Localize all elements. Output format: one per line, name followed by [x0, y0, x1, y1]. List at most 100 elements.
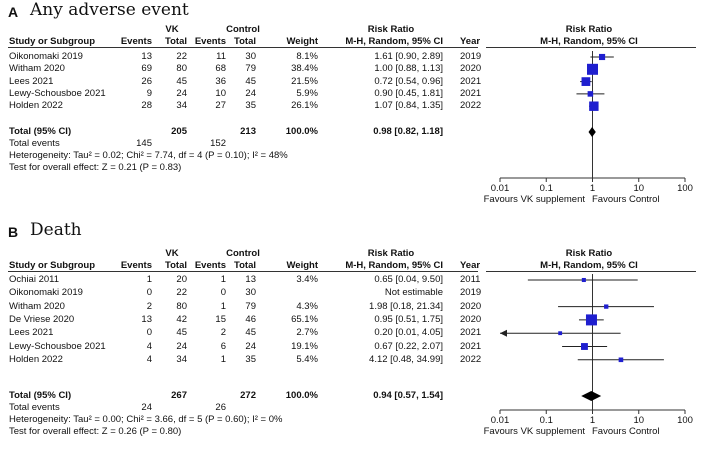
x-tick-label: 10: [633, 415, 645, 426]
pooled-risk-ratio: 0.94 [0.57, 1.54]: [373, 390, 443, 401]
total1-column-header: Total: [165, 36, 187, 47]
vk-events: 4: [146, 340, 152, 352]
panel-title: Death: [30, 220, 82, 240]
study-risk-ratio: 0.67 [0.22, 2.07]: [374, 340, 443, 352]
effect-group-header: Risk Ratio: [367, 248, 415, 259]
study-year: 2019: [460, 51, 482, 62]
vk-events: 28: [141, 100, 152, 112]
study-name: De Vriese 2020: [9, 313, 75, 325]
study-weight: 2.7%: [296, 327, 318, 339]
vk-total: 45: [176, 75, 187, 87]
plot-group-header: Risk Ratio: [565, 24, 613, 35]
x-tick-label: 0.01: [490, 415, 510, 426]
control-events: 6: [220, 340, 226, 352]
study-risk-ratio: 4.12 [0.48, 34.99]: [369, 353, 443, 365]
x-tick-label: 10: [633, 183, 645, 194]
x-tick-label: 0.1: [539, 183, 553, 194]
study-square: [581, 77, 591, 86]
vk-total: 24: [176, 87, 187, 99]
vk-total: 22: [176, 51, 187, 62]
heterogeneity-text: Heterogeneity: Tau² = 0.00; Chi² = 3.66,…: [9, 414, 283, 425]
study-name: Oikonomaki 2019: [9, 287, 83, 299]
control-total: 24: [245, 87, 256, 99]
plot-method-header: M-H, Random, 95% CI: [540, 36, 638, 47]
study-square: [587, 63, 598, 75]
study-name: Lees 2021: [9, 327, 54, 339]
control-total: 30: [245, 287, 256, 299]
table-header-rule: [8, 47, 478, 48]
vk-total: 34: [176, 353, 187, 365]
group2-header: Control: [226, 24, 260, 35]
vk-events: 2: [146, 300, 152, 312]
study-risk-ratio: 0.65 [0.04, 9.50]: [374, 274, 443, 285]
control-events: 0: [220, 287, 226, 299]
study-weight: 21.5%: [291, 75, 318, 87]
ci-arrow: [500, 329, 507, 337]
study-risk-ratio: Not estimable: [384, 287, 443, 299]
table-header-rule: [8, 271, 478, 272]
study-risk-ratio: 1.98 [0.18, 21.34]: [369, 300, 443, 312]
forest-panel-death: B Death VK Control Risk Ratio Risk Ratio Stu…: [0, 220, 708, 458]
study-square: [604, 304, 609, 309]
study-year: 2020: [460, 300, 482, 312]
control-events: 2: [220, 327, 226, 339]
events2-column-header: Events: [194, 260, 226, 271]
x-tick-label: 0.01: [490, 183, 510, 194]
study-square: [598, 53, 606, 61]
effect-method-header: M-H, Random, 95% CI: [345, 36, 443, 47]
control-events: 1: [220, 274, 226, 285]
study-name: Oikonomaki 2019: [9, 51, 83, 62]
study-square: [581, 277, 586, 283]
study-year: 2020: [460, 63, 482, 75]
panel-letter: B: [8, 224, 19, 240]
total2-column-header: Total: [234, 260, 256, 271]
forest-plot: [499, 274, 686, 414]
vk-events: 13: [141, 51, 152, 62]
study-column-header: Study or Subgroup: [9, 36, 96, 47]
control-total: 79: [245, 300, 256, 312]
study-year: 2021: [460, 340, 482, 352]
panel-letter: A: [8, 4, 19, 20]
vk-events: 4: [146, 353, 152, 365]
control-events: 11: [216, 51, 226, 62]
favours-left-label: Favours VK supplement: [483, 426, 585, 437]
weight-column-header: Weight: [286, 260, 319, 271]
effect-method-header: M-H, Random, 95% CI: [345, 260, 443, 271]
x-tick-label: 1: [589, 415, 596, 426]
control-events: 15: [215, 313, 226, 325]
vk-total-n: 267: [171, 390, 187, 401]
forest-panel-any-adverse-event: A Any adverse event VK Control Risk Ratio R…: [0, 0, 708, 218]
study-name: Lewy-Schousboe 2021: [9, 340, 106, 352]
vk-events: 26: [141, 75, 152, 87]
vk-total: 24: [176, 340, 187, 352]
forest-plot: [499, 51, 686, 182]
study-square: [587, 91, 594, 97]
events1-column-header: Events: [120, 260, 152, 271]
study-square: [558, 331, 563, 336]
pooled-diamond: [581, 391, 602, 401]
favours-right-label: Favours Control: [592, 426, 660, 437]
vk-events: 13: [141, 313, 152, 325]
control-total: 79: [245, 63, 256, 75]
vk-total: 42: [176, 313, 187, 325]
study-square: [585, 314, 597, 326]
plot-method-header: M-H, Random, 95% CI: [540, 260, 638, 271]
total2-column-header: Total: [234, 36, 256, 47]
study-weight: 65.1%: [291, 313, 318, 325]
group2-header: Control: [226, 248, 260, 259]
control-events: 27: [215, 100, 226, 112]
study-name: Lees 2021: [9, 75, 54, 87]
study-square: [589, 101, 599, 111]
study-weight: 26.1%: [291, 100, 318, 112]
control-total-n: 213: [240, 126, 256, 137]
favours-left-label: Favours VK supplement: [483, 194, 585, 205]
control-events: 10: [215, 87, 226, 99]
vk-total-n: 205: [171, 126, 187, 137]
group1-header: VK: [165, 24, 179, 35]
study-year: 2019: [460, 287, 482, 299]
study-weight: 19.1%: [291, 340, 318, 352]
vk-events: 0: [146, 287, 152, 299]
overall-effect-test: Test for overall effect: Z = 0.21 (P = 0…: [9, 162, 182, 173]
study-year: 2011: [460, 274, 481, 285]
heterogeneity-text: Heterogeneity: Tau² = 0.02; Chi² = 7.74,…: [9, 150, 288, 161]
